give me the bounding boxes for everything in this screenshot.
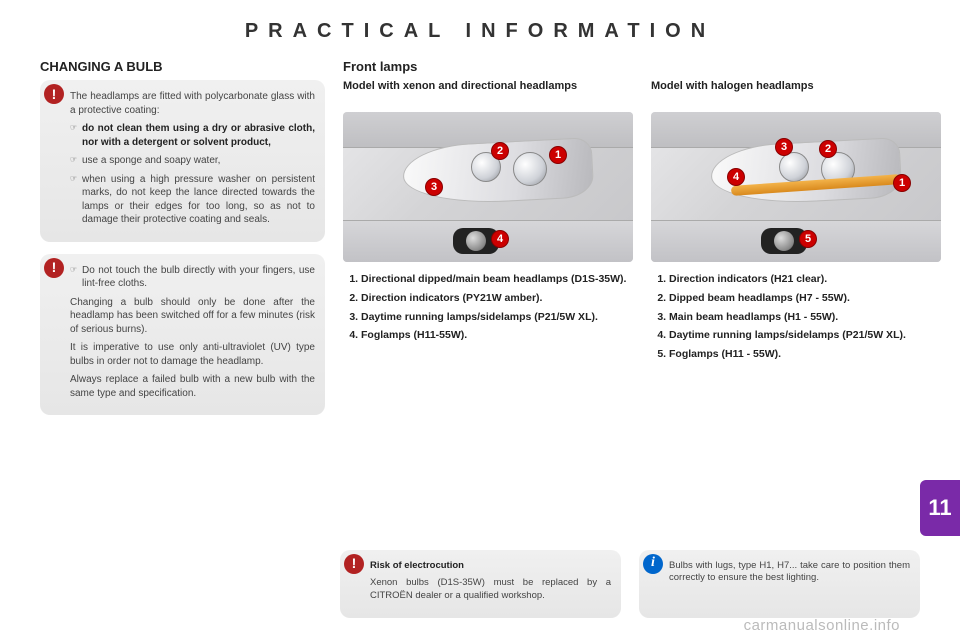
coating-b1: do not clean them using a dry or abrasiv…	[70, 122, 315, 149]
part-item: Direction indicators (H21 clear).	[669, 272, 941, 288]
coating-b2: use a sponge and soapy water,	[70, 154, 315, 168]
callout-marker: 5	[799, 230, 817, 248]
part-item: Daytime running lamps/sidelamps (P21/5W …	[669, 328, 941, 344]
bottom-row: ! Risk of electrocution Xenon bulbs (D1S…	[340, 550, 920, 618]
part-item: Main beam headlamps (H1 - 55W).	[669, 310, 941, 326]
part-item: Directional dipped/main beam headlamps (…	[361, 272, 633, 288]
xenon-subtitle: Model with xenon and directional headlam…	[343, 80, 633, 106]
electrocution-box: ! Risk of electrocution Xenon bulbs (D1S…	[340, 550, 621, 618]
lugs-text: Bulbs with lugs, type H1, H7... take car…	[669, 560, 910, 586]
part-item: Foglamps (H11-55W).	[361, 328, 633, 344]
content-row: CHANGING A BULB ! The headlamps are fitt…	[40, 59, 920, 427]
callout-marker: 2	[819, 140, 837, 158]
coating-b3: when using a high pressure washer on per…	[70, 173, 315, 227]
lens-outer	[513, 152, 547, 186]
front-lamps-title: Front lamps	[343, 59, 633, 74]
page: PRACTICAL INFORMATION CHANGING A BULB ! …	[0, 0, 960, 640]
part-item: Daytime running lamps/sidelamps (P21/5W …	[361, 310, 633, 326]
xenon-headlamp-figure: 1 2 3 4	[343, 112, 633, 262]
warning-icon: !	[44, 258, 64, 278]
part-item: Direction indicators (PY21W amber).	[361, 291, 633, 307]
callout-marker: 2	[491, 142, 509, 160]
page-header: PRACTICAL INFORMATION	[40, 20, 920, 43]
lugs-info-box: i Bulbs with lugs, type H1, H7... take c…	[639, 550, 920, 618]
handling-b1: Do not touch the bulb directly with your…	[70, 264, 315, 291]
coating-intro: The headlamps are fitted with polycarbon…	[70, 90, 315, 117]
bulb-handling-box: ! Do not touch the bulb directly with yo…	[40, 254, 325, 416]
part-item: Dipped beam headlamps (H7 - 55W).	[669, 291, 941, 307]
changing-bulb-title: CHANGING A BULB	[40, 59, 325, 74]
chapter-tab: 11	[920, 480, 960, 536]
left-column: CHANGING A BULB ! The headlamps are fitt…	[40, 59, 325, 427]
callout-marker: 1	[893, 174, 911, 192]
halogen-parts-list: Direction indicators (H21 clear). Dipped …	[651, 272, 941, 363]
callout-marker: 4	[491, 230, 509, 248]
warning-icon: !	[44, 84, 64, 104]
risk-body: Xenon bulbs (D1S-35W) must be replaced b…	[370, 577, 611, 603]
handling-p2: It is imperative to use only anti-ultrav…	[70, 341, 315, 368]
callout-marker: 3	[775, 138, 793, 156]
right-column: . Model with halogen headlamps 12345 Dir…	[651, 59, 941, 427]
callout-marker: 3	[425, 178, 443, 196]
part-item: Foglamps (H11 - 55W).	[669, 347, 941, 363]
handling-p3: Always replace a failed bulb with a new …	[70, 373, 315, 400]
halogen-subtitle: Model with halogen headlamps	[651, 80, 941, 106]
callout-marker: 1	[549, 146, 567, 164]
warning-icon: !	[344, 554, 364, 574]
handling-p1: Changing a bulb should only be done afte…	[70, 296, 315, 337]
info-icon: i	[643, 554, 663, 574]
xenon-parts-list: Directional dipped/main beam headlamps (…	[343, 272, 633, 344]
middle-column: Front lamps Model with xenon and directi…	[343, 59, 633, 427]
lens-inner	[779, 152, 809, 182]
callout-marker: 4	[727, 168, 745, 186]
risk-title: Risk of electrocution	[370, 560, 611, 573]
halogen-headlamp-figure: 1 2 3 4 5	[651, 112, 941, 262]
coating-warning-box: ! The headlamps are fitted with polycarb…	[40, 80, 325, 242]
watermark: carmanualsonline.info	[744, 617, 900, 634]
